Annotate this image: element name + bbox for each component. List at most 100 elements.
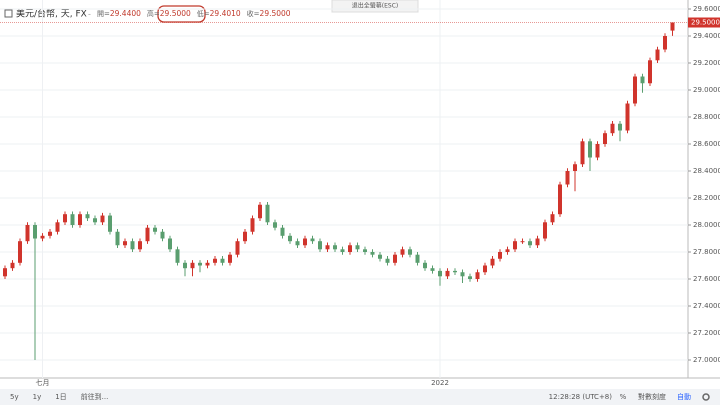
y-tick-label: 28.8000	[693, 113, 720, 121]
highlight-circle	[157, 5, 206, 23]
range-button[interactable]: 1日	[55, 393, 66, 401]
candle-body	[250, 218, 255, 232]
x-tick-label: 七月	[36, 378, 50, 387]
candle-body	[430, 268, 435, 271]
candle-body	[138, 241, 142, 250]
candle-body	[145, 227, 150, 242]
menu-icon	[4, 9, 13, 18]
candle-body	[513, 241, 517, 250]
y-tick-label: 27.4000	[693, 302, 720, 310]
y-tick-label: 29.6000	[693, 5, 720, 13]
candle-body	[453, 270, 457, 273]
candle-body	[333, 245, 337, 250]
candle-body	[265, 204, 270, 223]
exit-fullscreen-label[interactable]: 退出全螢幕(ESC)	[352, 2, 398, 10]
candle-body	[363, 249, 367, 252]
candle-body	[445, 270, 450, 277]
candle-body	[228, 254, 232, 263]
y-tick-label: 29.0000	[693, 86, 720, 94]
candle-body	[670, 22, 675, 31]
y-tick-label: 29.4000	[693, 32, 720, 40]
candle-body	[655, 49, 660, 61]
goto-button[interactable]: 前往到...	[81, 392, 109, 401]
candle-body	[70, 214, 75, 225]
symbol-title: 美元/台幣, 天, FX	[16, 8, 87, 20]
candle-body	[63, 214, 67, 223]
candle-body	[355, 245, 360, 250]
candle-body	[580, 141, 585, 165]
candle-body	[550, 214, 555, 223]
candle-body	[40, 235, 45, 239]
candle-body	[393, 254, 397, 263]
candle-body	[325, 245, 330, 250]
candle-body	[648, 60, 652, 84]
candle-body	[310, 238, 315, 242]
auto-toggle[interactable]: 自動	[677, 392, 691, 401]
y-tick-label: 28.0000	[693, 221, 720, 229]
candle-body	[183, 262, 187, 269]
y-tick-label: 28.6000	[693, 140, 720, 148]
candle-body	[400, 249, 405, 255]
y-tick-label: 27.8000	[693, 248, 720, 256]
ohlc-key: 開=	[97, 10, 110, 18]
percent-toggle[interactable]: %	[620, 393, 627, 401]
candle-body	[543, 222, 547, 239]
range-button[interactable]: 1y	[33, 393, 42, 401]
ohlc-value: 29.5000	[260, 9, 291, 18]
ohlc-key: 高=	[147, 9, 160, 18]
candle-body	[108, 215, 112, 232]
y-tick-label: 28.2000	[693, 194, 720, 202]
candle-body	[505, 249, 510, 252]
candle-body	[370, 252, 375, 255]
candle-body	[385, 258, 390, 263]
candle-body	[340, 249, 345, 252]
ohlc-value: 29.5000	[160, 9, 191, 18]
price-axis-area	[688, 0, 720, 388]
candle-body	[168, 238, 172, 250]
candle-body	[483, 265, 487, 273]
last-price-label: 29.5000	[691, 19, 720, 27]
candle-body	[273, 222, 277, 228]
candle-body	[318, 241, 322, 250]
candle-body	[33, 225, 37, 239]
candle-body	[3, 268, 7, 277]
candle-body	[78, 214, 82, 225]
y-tick-label: 27.2000	[693, 329, 720, 337]
candle-body	[123, 241, 127, 246]
header: 美元/台幣, 天, FX - 開= 29.4400 高= 29.5000 低= 29.4010…	[4, 8, 291, 20]
y-tick-label: 28.4000	[693, 167, 720, 175]
candle-body	[115, 231, 120, 246]
ohlc-key: 收=	[247, 9, 260, 18]
candle-body	[18, 241, 22, 263]
candle-body	[460, 272, 465, 277]
x-tick-label: 2022	[431, 379, 449, 387]
ohlc-value: 29.4010	[210, 9, 241, 18]
range-button[interactable]: 5y	[10, 393, 19, 401]
settings-icon[interactable]	[702, 393, 710, 401]
toolbar	[0, 389, 720, 405]
y-tick-label: 29.2000	[693, 59, 720, 67]
candle-body	[490, 258, 495, 266]
candle-body	[565, 171, 570, 185]
log-toggle[interactable]: 對數刻度	[638, 392, 666, 401]
candle-body	[558, 184, 562, 215]
y-tick-label: 27.0000	[693, 356, 720, 364]
candle-body	[573, 164, 577, 171]
ohlc-key: 低=	[197, 9, 210, 18]
candle-body	[48, 231, 52, 236]
candle-body	[198, 262, 202, 266]
candle-body	[535, 238, 540, 246]
candle-body	[475, 272, 480, 279]
candle-body	[498, 252, 502, 259]
candle-body	[205, 262, 210, 266]
candle-body	[258, 204, 262, 219]
candle-body	[348, 245, 352, 252]
candle-body	[588, 141, 592, 158]
candle-body	[633, 76, 637, 104]
candle-body	[378, 254, 382, 259]
candle-body	[100, 215, 105, 223]
candle-body	[160, 231, 165, 239]
candle-body	[438, 270, 442, 277]
candle-body	[153, 227, 157, 232]
